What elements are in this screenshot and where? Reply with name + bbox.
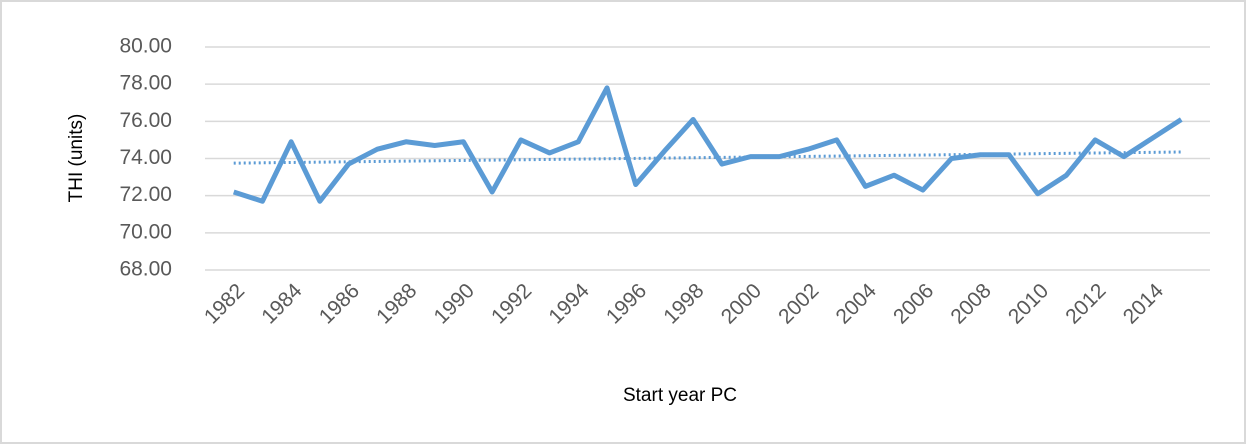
y-tick-label: 70.00 [119,220,172,243]
y-tick-label: 76.00 [119,109,172,132]
y-axis-title: THI (units) [66,114,87,203]
y-tick-label: 74.00 [119,146,172,169]
data-line [232,85,1183,204]
x-axis-title: Start year PC [623,385,737,406]
y-tick-label: 72.00 [119,183,172,206]
y-tick-label: 68.00 [119,258,172,281]
y-tick-label: 78.00 [119,72,172,95]
y-tick-label: 80.00 [119,35,172,58]
